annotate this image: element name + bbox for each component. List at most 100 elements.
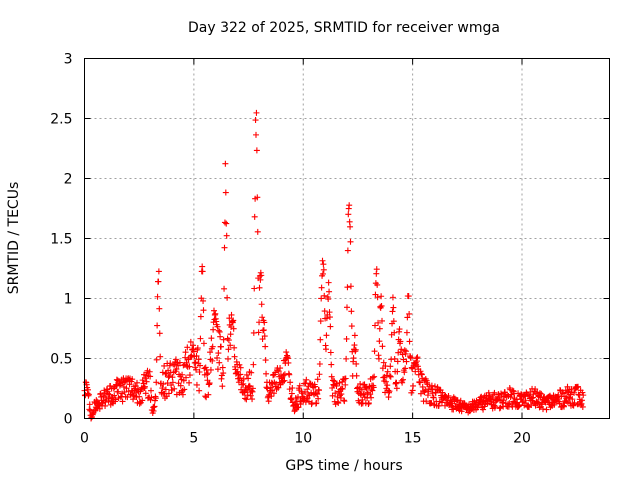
data-point xyxy=(166,372,173,379)
data-point xyxy=(507,386,514,393)
data-point xyxy=(414,354,421,361)
data-point xyxy=(341,398,348,405)
data-point xyxy=(318,284,325,291)
data-point xyxy=(347,238,354,245)
data-point xyxy=(215,327,222,334)
data-point xyxy=(261,319,268,326)
data-point xyxy=(119,398,126,405)
data-point xyxy=(105,390,112,397)
data-point xyxy=(148,387,154,394)
data-point xyxy=(288,396,295,403)
data-point xyxy=(497,404,504,411)
data-point xyxy=(253,131,259,138)
data-point xyxy=(159,385,166,392)
data-point xyxy=(304,386,311,393)
data-point xyxy=(173,366,180,373)
data-point xyxy=(353,372,360,379)
data-point xyxy=(221,219,228,226)
data-point xyxy=(224,335,231,342)
data-point xyxy=(352,346,359,353)
data-point xyxy=(530,391,537,398)
data-point xyxy=(236,361,243,368)
data-point xyxy=(401,347,408,354)
data-point xyxy=(179,391,186,398)
data-point xyxy=(153,356,160,363)
data-point xyxy=(111,392,118,399)
data-point xyxy=(399,351,406,358)
data-point xyxy=(410,382,417,389)
data-point xyxy=(139,397,146,404)
chart-title: Day 322 of 2025, SRMTID for receiver wmg… xyxy=(188,20,500,36)
data-point xyxy=(186,379,193,386)
data-point xyxy=(344,247,351,254)
data-point xyxy=(254,228,261,235)
data-point xyxy=(280,378,287,385)
data-point xyxy=(200,307,207,314)
data-point xyxy=(346,202,353,209)
data-point xyxy=(252,117,259,124)
data-point xyxy=(259,314,266,321)
data-point xyxy=(199,268,206,275)
data-point xyxy=(390,304,397,311)
data-point xyxy=(242,387,249,394)
data-point xyxy=(579,389,586,396)
data-point xyxy=(538,390,545,397)
data-point xyxy=(253,109,260,116)
data-point xyxy=(256,284,263,291)
data-point xyxy=(165,390,172,397)
data-point xyxy=(321,308,328,315)
data-point xyxy=(345,211,352,218)
data-point xyxy=(556,400,563,407)
data-point xyxy=(338,391,345,398)
data-point xyxy=(209,357,216,364)
data-point xyxy=(246,383,253,390)
data-point xyxy=(323,346,329,353)
data-point xyxy=(374,281,381,288)
data-point xyxy=(329,392,336,399)
data-point xyxy=(367,391,374,398)
data-point xyxy=(197,335,204,342)
data-point xyxy=(386,388,393,395)
y-tick-label: 2.5 xyxy=(50,112,72,128)
data-point xyxy=(177,382,184,389)
data-point xyxy=(369,374,376,381)
data-point xyxy=(314,376,321,383)
data-point xyxy=(528,395,535,402)
data-point xyxy=(320,266,327,273)
data-point xyxy=(262,357,269,364)
data-point xyxy=(142,375,149,382)
data-point xyxy=(156,330,163,337)
data-point xyxy=(431,383,438,390)
data-point xyxy=(220,336,227,343)
axis-ticks xyxy=(84,58,610,419)
data-point xyxy=(505,401,511,408)
data-point xyxy=(509,387,516,394)
data-point xyxy=(428,382,435,389)
data-point xyxy=(289,385,296,392)
data-point xyxy=(172,356,179,363)
data-point xyxy=(391,329,398,336)
data-point xyxy=(448,400,455,407)
data-point xyxy=(162,386,169,393)
data-point xyxy=(254,194,261,201)
data-point xyxy=(86,401,93,408)
data-point xyxy=(223,220,230,227)
data-point xyxy=(578,397,585,404)
data-point xyxy=(379,343,386,350)
data-point xyxy=(319,257,326,264)
data-point xyxy=(196,387,203,394)
data-point xyxy=(384,382,391,389)
data-point xyxy=(333,380,340,387)
data-point xyxy=(569,396,576,403)
data-point xyxy=(347,223,354,230)
data-point xyxy=(162,370,169,377)
data-point xyxy=(321,292,328,299)
data-point xyxy=(346,218,353,225)
data-point xyxy=(275,368,282,375)
data-point xyxy=(575,383,581,390)
data-point xyxy=(156,305,163,312)
data-point xyxy=(370,384,377,391)
data-point xyxy=(237,371,244,378)
data-point xyxy=(127,391,134,398)
data-point xyxy=(223,232,230,239)
